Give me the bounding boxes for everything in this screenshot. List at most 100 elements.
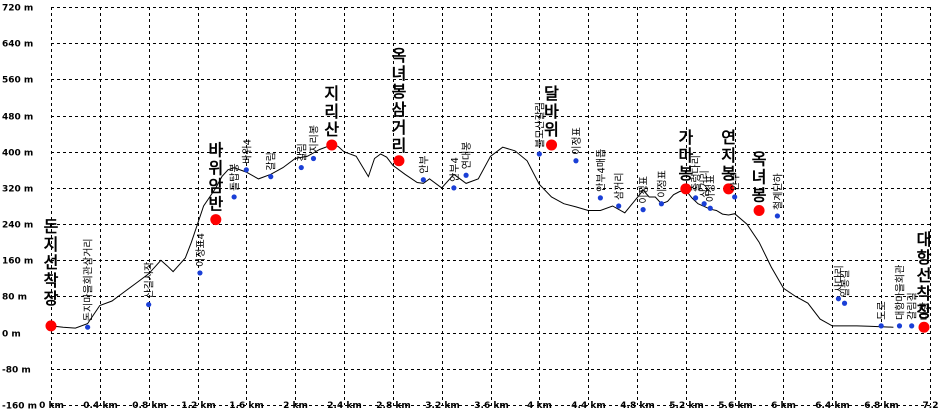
x-tick-label: 4 km [527,401,552,411]
poi-marker [451,185,457,191]
poi-marker [85,324,91,330]
poi-label: 지리봉 [308,125,320,153]
poi-marker [878,323,884,329]
poi-marker [243,167,249,173]
x-tick-label: 2 km [283,401,308,411]
x-tick-label: 2.4 km [327,401,361,411]
poi-marker [658,201,665,207]
poi-label: 안부4 [449,157,461,182]
x-axis-ticks: 0 km 0.4 km 0.8 km 1.2 km 1.6 km 2 km 2.4 km 2.… [39,401,938,411]
poi-marker [707,205,713,211]
poi-marker [835,296,842,302]
waypoint-markers [45,139,930,333]
x-tick-label: 0.4 km [83,401,117,411]
x-tick-label: 0.8 km [132,401,166,411]
peak-marker [326,139,338,151]
x-tick-label: 3.2 km [425,401,459,411]
poi-label: 이정표 [571,127,583,155]
poi-label: 이정표 [705,175,717,203]
x-tick-label: 6.8 km [864,401,898,411]
poi-marker [701,201,707,207]
x-tick-label: 2.8 km [376,401,410,411]
peak-marker [680,183,692,195]
poi-marker [268,174,274,180]
poi-marker [310,155,317,162]
poi-marker [536,151,542,157]
poi-label: 돌탑봉 [229,163,241,191]
x-tick-label: 1.2 km [181,401,215,411]
y-tick-label: 0 m [2,330,21,340]
x-tick-label: 6.4 km [815,401,849,411]
poi-marker [841,300,848,306]
poi-marker [640,207,646,213]
peak-marker [753,205,765,217]
x-tick-label: 1.6 km [229,401,263,411]
poi-marker [197,270,203,276]
poi-label: 삼거리 [614,172,626,200]
poi-label: 삼거리 [699,170,711,198]
poi-marker [146,301,152,308]
poi-marker [732,194,738,200]
poi-label: 연대봉 [461,142,473,170]
x-tick-label: 5.6 km [718,401,752,411]
y-tick-label: 80 m [2,293,27,303]
poi-marker [896,323,903,329]
y-tick-label: -80 m [2,366,31,376]
poi-marker [463,172,469,178]
x-tick-label: 4.4 km [571,401,605,411]
x-tick-label: 6 km [771,401,796,411]
poi-label: 철계단하 [771,173,784,210]
poi-marker [298,164,304,171]
y-tick-label: 640 m [2,40,33,50]
y-tick-label: -160 m [2,402,37,412]
x-tick-label: 5.2 km [669,401,703,411]
peak-marker [45,320,57,332]
poi-label: 갈림 [265,152,278,170]
x-tick-label: 0 km [39,401,64,411]
y-axis-ticks: 720 m 640 m 560 m 480 m 400 m 320 m 240 m 160 m… [2,4,37,412]
x-tick-label: 3.6 km [474,401,508,411]
poi-label: 안부 [418,155,430,173]
poi-label: 이정표 [638,176,650,204]
poi-marker [774,213,780,219]
poi-marker [231,194,237,200]
poi-marker [597,195,603,201]
peak-marker [723,183,735,195]
x-tick-label: 4.8 km [620,401,654,411]
grid-lines [51,7,931,406]
poi-label: 갈림 [295,143,308,161]
poi-label: 산길시작 [143,262,156,299]
y-tick-label: 560 m [2,76,33,86]
y-tick-label: 240 m [2,221,33,231]
poi-marker [616,203,622,209]
peak-marker [918,321,930,333]
poi-marker [420,177,426,183]
y-tick-label: 320 m [2,185,33,195]
y-tick-label: 720 m [2,4,33,14]
poi-label: 돈지마을회관삼거리 [83,238,95,321]
poi-label: 사다리 [833,265,845,293]
poi-label: 일봉길 [839,270,852,298]
peak-marker [393,155,405,167]
poi-label: 대항 [919,302,931,320]
poi-label: 도로 [877,301,888,319]
peak-marker [210,214,222,226]
poi-marker [909,323,915,329]
poi-marker [693,195,699,201]
poi-label: 출렁다리 [691,155,703,192]
poi-label: 이정표 [656,170,668,198]
y-tick-label: 480 m [2,113,33,123]
elevation-line [50,144,894,329]
x-tick-label: 7.2 [923,401,939,411]
poi-label: 대항마을회관 [894,265,906,320]
